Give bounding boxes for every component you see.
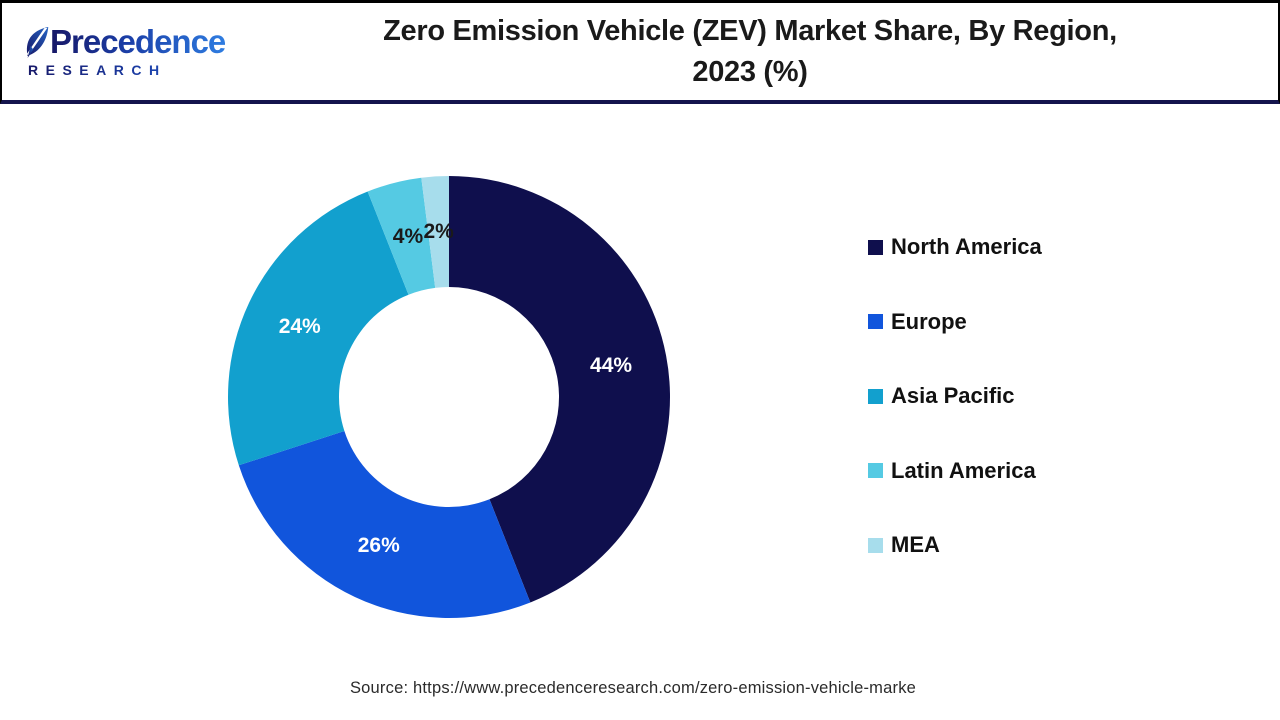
header: Precedence RESEARCH Zero Emission Vehicl… bbox=[0, 0, 1280, 104]
slice-value-label-latin-america: 4% bbox=[392, 225, 424, 249]
brand-logo: Precedence RESEARCH bbox=[2, 25, 252, 78]
chart-title-line1: Zero Emission Vehicle (ZEV) Market Share… bbox=[383, 15, 1117, 48]
legend-label-asia-pacific: Asia Pacific bbox=[891, 383, 1015, 408]
legend-swatch-mea bbox=[868, 537, 883, 553]
legend-label-europe: Europe bbox=[891, 308, 967, 334]
slice-value-label-asia-pacific: 24% bbox=[278, 314, 321, 338]
donut-chart: 44% 26% 24% 4% 2% bbox=[219, 167, 679, 627]
donut-segment-asia-pacific bbox=[228, 191, 409, 466]
legend: North America Europe Asia Pacific Latin … bbox=[868, 234, 1042, 607]
donut-segment-europe bbox=[238, 430, 531, 618]
chart-title: Zero Emission Vehicle (ZEV) Market Share… bbox=[252, 11, 1278, 91]
legend-item-europe: Europe bbox=[868, 309, 1042, 335]
legend-swatch-asia-pacific bbox=[868, 388, 883, 404]
legend-label-latin-america: Latin America bbox=[891, 457, 1036, 483]
brand-name: Precedence bbox=[50, 23, 226, 60]
donut-segment-mea bbox=[421, 176, 449, 288]
slice-value-label-europe: 26% bbox=[357, 534, 400, 558]
chart-title-line2: 2023 (%) bbox=[692, 55, 808, 88]
brand-subtitle: RESEARCH bbox=[22, 62, 252, 78]
slice-value-label-north-america: 44% bbox=[590, 354, 633, 378]
legend-item-north-america: North America bbox=[868, 234, 1042, 260]
legend-item-latin-america: Latin America bbox=[868, 458, 1042, 484]
legend-label-north-america: North America bbox=[891, 234, 1042, 259]
legend-swatch-latin-america bbox=[868, 463, 883, 478]
donut-segment-north-america bbox=[449, 176, 671, 603]
source-attribution: Source: https://www.precedenceresearch.c… bbox=[349, 679, 917, 697]
legend-item-mea: MEA bbox=[868, 532, 1042, 558]
donut-svg bbox=[228, 176, 671, 618]
legend-swatch-europe bbox=[868, 314, 883, 329]
legend-item-asia-pacific: Asia Pacific bbox=[868, 383, 1042, 409]
legend-swatch-north-america bbox=[868, 239, 883, 255]
legend-label-mea: MEA bbox=[891, 532, 940, 557]
slice-value-label-mea: 2% bbox=[423, 220, 454, 244]
leaf-icon bbox=[26, 27, 49, 58]
brand-logo-row: Precedence bbox=[22, 25, 252, 59]
donut-segment-latin-america bbox=[367, 177, 436, 295]
